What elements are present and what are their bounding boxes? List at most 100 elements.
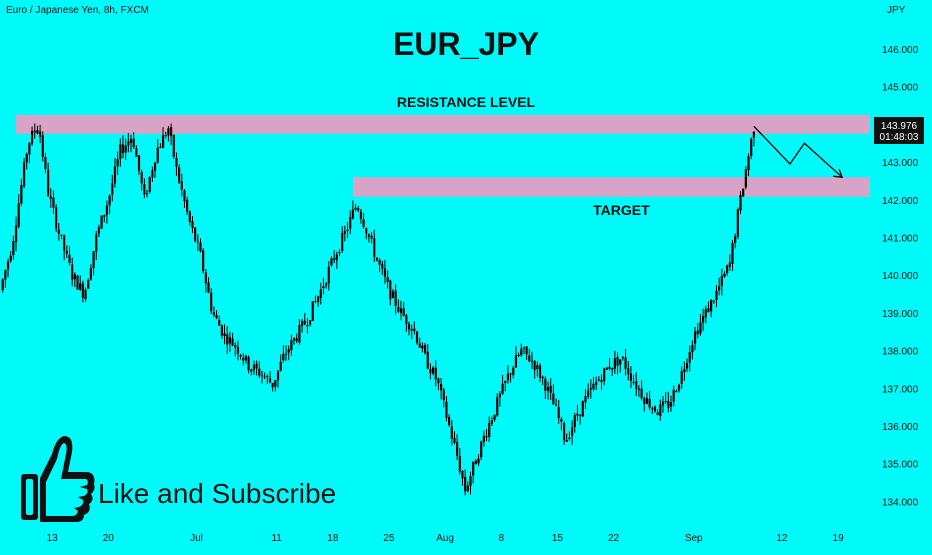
candle-body (522, 347, 526, 349)
projection-line (753, 125, 843, 178)
candle-body (73, 274, 76, 280)
candle-body (87, 279, 90, 289)
candle-body (57, 229, 60, 234)
candle-body (568, 437, 571, 439)
candle-body (234, 345, 237, 348)
candle-body (263, 376, 266, 378)
candle-body (68, 254, 71, 263)
candle-body (557, 407, 560, 419)
symbol-description[interactable]: Euro / Japanese Yen, 8h, FXCM (6, 5, 149, 16)
price-badge: 143.976 01:48:03 (874, 117, 924, 144)
candle-body (1, 279, 4, 291)
candle-body (685, 363, 689, 369)
candle-body (327, 266, 330, 284)
candle-body (370, 235, 373, 239)
y-axis: 146.000145.000144.000143.000142.000141.0… (882, 45, 919, 508)
candle-body (407, 323, 411, 330)
candle-body (169, 127, 173, 137)
candle-body (450, 426, 453, 439)
y-axis-unit: JPY (887, 5, 906, 16)
candle-body (295, 338, 298, 341)
candle-body (39, 131, 42, 137)
candle-body (255, 363, 258, 369)
candle-body (175, 158, 178, 167)
candle-body (14, 225, 18, 243)
candle-body (536, 365, 539, 370)
candle-body (300, 321, 304, 326)
candle-body (464, 477, 467, 492)
candle-body (279, 361, 282, 371)
candle-body (47, 169, 50, 196)
candle-body (17, 203, 20, 227)
candle-body (381, 264, 384, 269)
candle-body (172, 135, 175, 157)
candle-body (167, 128, 170, 136)
x-tick-label: Jul (190, 533, 203, 544)
candle-body (113, 166, 117, 184)
candle-body (456, 441, 459, 457)
candle-body (311, 301, 314, 321)
candle-body (440, 383, 443, 391)
candle-body (303, 320, 306, 325)
y-tick-label: 138.000 (882, 347, 919, 358)
candle-body (560, 419, 563, 422)
candle-body (744, 169, 747, 188)
like-subscribe-text: Like and Subscribe (98, 478, 337, 509)
candle-body (750, 138, 753, 156)
candle-body (36, 129, 39, 134)
candle-body (121, 144, 125, 154)
candle-body (418, 343, 421, 348)
candle-body (103, 214, 106, 217)
candle-body (442, 389, 445, 401)
candle-body (89, 268, 92, 280)
candle-body (52, 197, 55, 208)
candle-body (247, 356, 250, 371)
y-tick-label: 141.000 (882, 234, 919, 245)
candle-body (490, 420, 493, 424)
price-badge-value: 143.976 (881, 121, 918, 132)
zone-label: TARGET (593, 202, 650, 218)
candle-body (271, 382, 274, 388)
candle-body (212, 311, 215, 316)
candle-body (362, 219, 365, 228)
candle-body (258, 368, 261, 376)
candle-body (292, 337, 296, 341)
candle-body (276, 370, 280, 381)
candle-body (589, 388, 592, 390)
candle-body (349, 217, 352, 229)
candles-layer (1, 123, 755, 496)
candle-body (76, 275, 79, 290)
candle-body (143, 184, 146, 195)
y-tick-label: 137.000 (882, 384, 919, 395)
candle-body (220, 325, 223, 336)
candle-body (699, 322, 702, 334)
candle-body (453, 437, 456, 443)
candle-body (290, 339, 293, 351)
candle-body (159, 146, 162, 148)
candle-body (600, 379, 603, 383)
candle-body (309, 320, 312, 325)
candle-body (501, 383, 504, 394)
candle-body (151, 170, 154, 178)
candle-body (597, 379, 600, 381)
candle-body (672, 389, 675, 402)
candle-body (127, 141, 130, 146)
candle-body (375, 257, 379, 261)
candle-body (394, 290, 397, 306)
candle-body (415, 331, 419, 343)
x-tick-label: 8 (498, 533, 504, 544)
candle-body (712, 300, 715, 302)
candle-body (680, 371, 683, 385)
candle-body (260, 375, 264, 377)
candle-body (538, 365, 542, 379)
candle-body (552, 393, 555, 405)
candle-body (116, 159, 119, 167)
candle-body (509, 373, 512, 375)
candle-body (343, 231, 346, 234)
candle-body (480, 441, 483, 458)
candle-body (180, 181, 183, 190)
candle-body (581, 401, 584, 417)
candle-body (584, 396, 587, 403)
candle-body (648, 398, 651, 408)
